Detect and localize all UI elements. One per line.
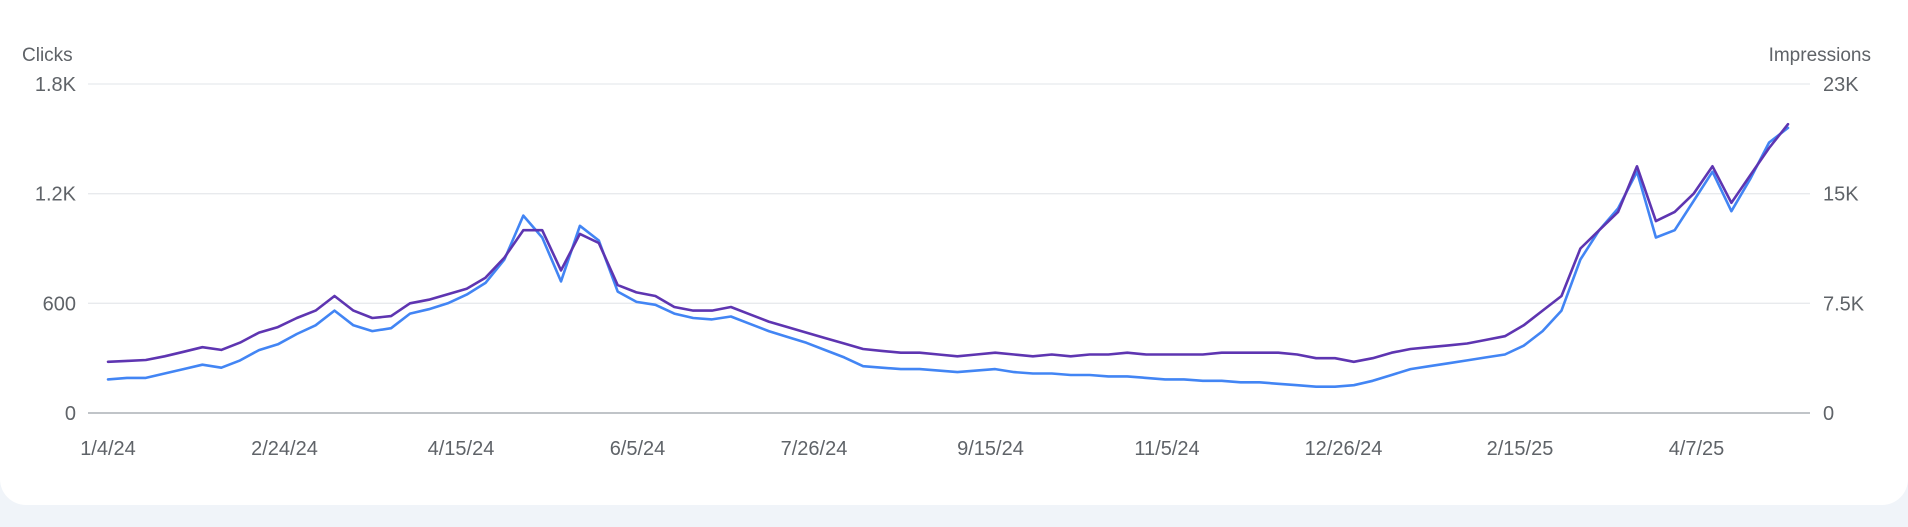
left-axis-tick-label: 600 — [43, 293, 76, 315]
gridlines — [88, 83, 1810, 414]
x-axis-tick-label: 4/15/24 — [428, 438, 495, 460]
left-axis-tick-label: 1.8K — [35, 74, 77, 96]
performance-chart: Clicks Impressions 0 600 1.2K 1.8K 0 7.5K 15K 2… — [22, 45, 1871, 460]
x-axis-tick-label: 4/7/25 — [1669, 438, 1725, 460]
right-axis-title: Impressions — [1769, 45, 1871, 66]
performance-chart-card: Clicks Impressions 0 600 1.2K 1.8K 0 7.5K 15K 2… — [0, 0, 1908, 505]
right-axis-tick-label: 23K — [1823, 74, 1859, 96]
right-axis-tick-label: 7.5K — [1823, 293, 1865, 315]
right-axis-tick-label: 0 — [1823, 403, 1834, 425]
series-lines — [106, 122, 1790, 389]
right-axis-tick-label: 15K — [1823, 184, 1859, 206]
x-axis-tick-label: 11/5/24 — [1134, 438, 1199, 460]
impressions-line — [106, 126, 1790, 389]
left-axis-tick-label: 0 — [65, 403, 76, 425]
x-axis-tick-label: 9/15/24 — [957, 438, 1024, 460]
x-axis-tick-label: 12/26/24 — [1305, 438, 1383, 460]
axis-ticks: 0 600 1.2K 1.8K 0 7.5K 15K 23K 1/4/24 2/24/24 4/15… — [35, 74, 1865, 460]
x-axis-tick-label: 2/15/25 — [1487, 438, 1554, 460]
x-axis-tick-label: 6/5/24 — [610, 438, 666, 460]
x-axis-tick-label: 2/24/24 — [251, 438, 318, 460]
left-axis-title: Clicks — [22, 45, 73, 66]
x-axis-tick-label: 1/4/24 — [80, 438, 136, 460]
left-axis-tick-label: 1.2K — [35, 184, 77, 206]
clicks-line — [106, 122, 1790, 364]
x-axis-tick-label: 7/26/24 — [781, 438, 848, 460]
